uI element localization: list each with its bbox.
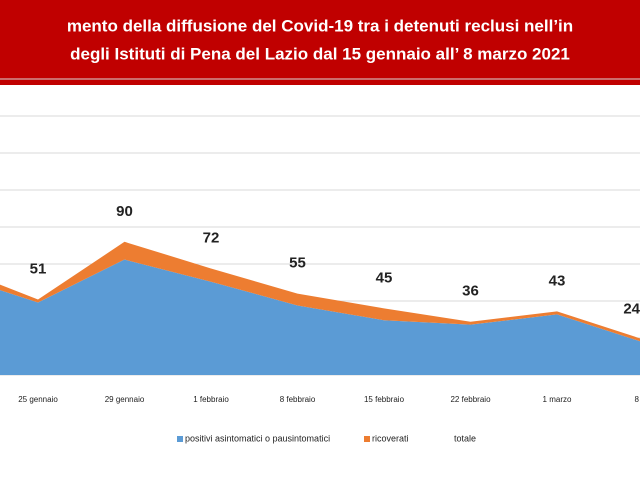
x-tick-label: 25 gennaio xyxy=(18,395,58,404)
legend-label: ricoverati xyxy=(372,433,409,443)
legend-swatch xyxy=(364,436,370,442)
legend-label: totale xyxy=(454,433,476,443)
chart-title: mento della diffusione del Covid-19 tra … xyxy=(67,16,573,35)
title-banner xyxy=(0,0,640,85)
data-label: 90 xyxy=(116,203,133,220)
legend-swatch xyxy=(177,436,183,442)
x-tick-label: 15 febbraio xyxy=(364,395,405,404)
x-tick-label: 8 xyxy=(635,395,640,404)
data-label: 45 xyxy=(376,269,393,286)
data-label: 36 xyxy=(462,283,479,300)
data-label: 51 xyxy=(30,260,47,277)
x-tick-label: 29 gennaio xyxy=(105,395,145,404)
x-tick-label: 1 febbraio xyxy=(193,395,229,404)
chart-title: degli Istituti di Pena del Lazio dal 15 … xyxy=(70,44,570,63)
x-tick-label: 22 febbraio xyxy=(450,395,491,404)
area xyxy=(0,259,640,375)
legend-label: positivi asintomatici o pausintomatici xyxy=(185,433,330,443)
data-label: 43 xyxy=(549,272,566,289)
x-tick-label: 8 febbraio xyxy=(280,395,316,404)
data-label: 55 xyxy=(289,255,306,272)
data-label: 72 xyxy=(203,229,220,246)
area xyxy=(0,241,640,342)
data-label: 24 xyxy=(623,300,640,317)
x-tick-label: 1 marzo xyxy=(543,395,572,404)
